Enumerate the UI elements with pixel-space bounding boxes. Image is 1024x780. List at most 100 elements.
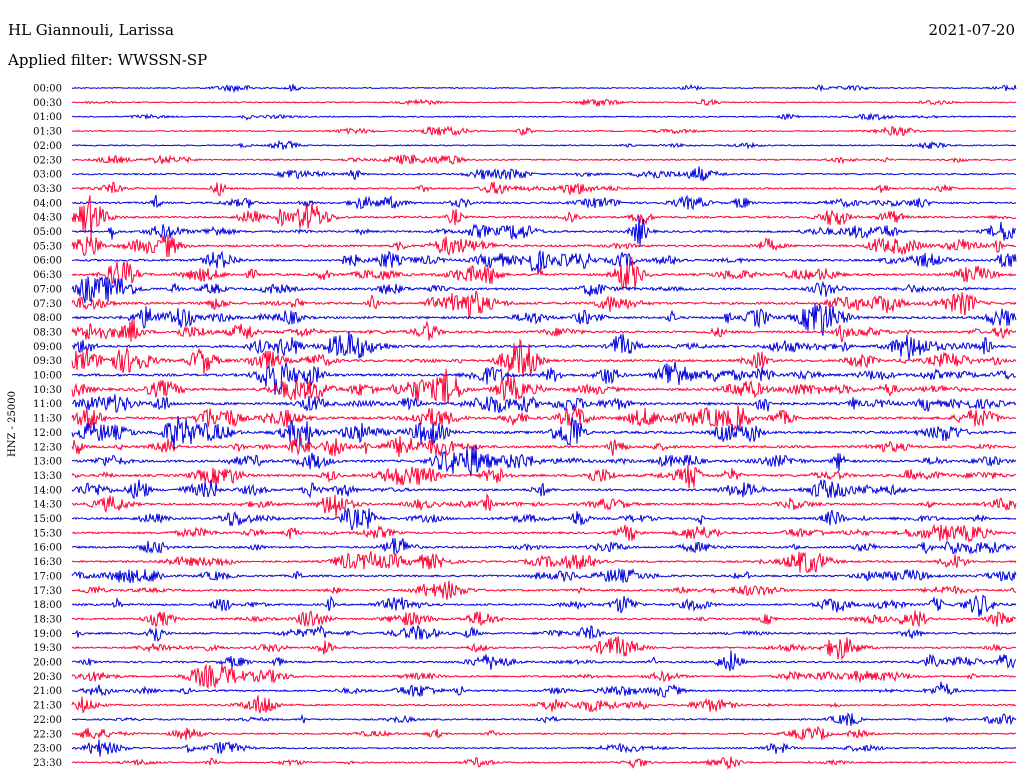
time-tick-label: 07:00 [33, 284, 62, 295]
y-axis-label: HNZ - 25000 [7, 391, 18, 457]
time-tick-label: 12:30 [33, 442, 62, 453]
time-tick-label: 04:30 [33, 213, 62, 224]
time-tick-label: 20:30 [33, 672, 62, 683]
trace-line [71, 256, 1017, 291]
trace-line [71, 83, 1017, 94]
time-tick-label: 17:30 [33, 586, 62, 597]
time-tick-label: 12:00 [33, 428, 62, 439]
trace-line [71, 445, 1017, 477]
date-label: 2021-07-20 [928, 21, 1015, 39]
trace-line [71, 331, 1017, 360]
trace-line [71, 216, 1016, 248]
time-tick-label: 21:00 [33, 686, 62, 697]
trace-line [71, 368, 1017, 404]
trace-line [71, 739, 1017, 757]
time-tick-label: 03:30 [33, 184, 62, 195]
time-tick-label: 14:30 [33, 500, 62, 511]
trace-line [71, 493, 1017, 517]
time-tick-label: 15:00 [33, 514, 62, 525]
time-tick-label: 22:00 [33, 715, 62, 726]
trace-line [71, 303, 1017, 336]
time-tick-label: 05:00 [33, 227, 62, 238]
trace-line [71, 166, 1017, 182]
time-tick-label: 00:30 [33, 98, 62, 109]
trace-line [71, 394, 1017, 413]
time-tick-label: 11:00 [33, 399, 62, 410]
trace-line [71, 415, 1017, 450]
trace-line [71, 338, 1017, 377]
trace-line [71, 181, 1017, 197]
time-tick-label: 20:00 [33, 658, 62, 669]
time-tick-label: 10:30 [33, 385, 62, 396]
trace-line [71, 290, 1017, 320]
trace-line [71, 756, 1017, 770]
time-tick-label: 09:30 [33, 356, 62, 367]
time-tick-label: 16:30 [33, 557, 62, 568]
trace-line [71, 663, 1017, 689]
time-tick-label: 18:30 [33, 614, 62, 625]
trace-line [71, 195, 1017, 239]
trace-line [71, 319, 1017, 343]
time-tick-label: 07:30 [33, 299, 62, 310]
time-tick-label: 21:30 [33, 701, 62, 712]
time-tick-label: 14:00 [33, 485, 62, 496]
time-tick-label: 13:30 [33, 471, 62, 482]
time-tick-label: 06:30 [33, 270, 62, 281]
trace-line [71, 125, 1017, 137]
trace-line [71, 610, 1017, 628]
time-tick-label: 11:30 [33, 414, 62, 425]
trace-line [71, 580, 1017, 600]
trace-line [71, 479, 1017, 500]
trace-line [71, 361, 1017, 396]
trace-line [71, 464, 1017, 489]
trace-line [71, 650, 1017, 672]
trace-line [71, 139, 1017, 150]
time-tick-label: 10:00 [33, 371, 62, 382]
time-tick-label: 09:00 [33, 342, 62, 353]
time-tick-label: 04:00 [33, 198, 62, 209]
time-tick-label: 17:00 [33, 571, 62, 582]
trace-line [71, 594, 1017, 617]
trace-line [71, 112, 1017, 121]
time-tick-label: 06:00 [33, 256, 62, 267]
trace-line [71, 194, 1017, 211]
time-tick-label: 19:00 [33, 629, 62, 640]
trace-line [71, 234, 1017, 258]
time-tick-label: 15:30 [33, 528, 62, 539]
time-tick-label: 02:00 [33, 141, 62, 152]
trace-line [71, 537, 1017, 555]
time-tick-label: 01:30 [33, 127, 62, 138]
trace-line [71, 249, 1017, 274]
trace-line [71, 154, 1017, 165]
time-tick-label: 00:00 [33, 84, 62, 95]
trace-line [71, 681, 1017, 698]
time-tick-label: 16:00 [33, 543, 62, 554]
trace-line [71, 276, 1017, 304]
time-tick-label: 01:00 [33, 112, 62, 123]
time-tick-label: 23:30 [33, 758, 62, 769]
trace-line [71, 551, 1017, 573]
trace-line [71, 636, 1017, 661]
trace-line [71, 405, 1017, 431]
trace-line [71, 507, 1017, 531]
time-tick-label: 13:00 [33, 457, 62, 468]
time-tick-label: 02:30 [33, 155, 62, 166]
station-title: HL Giannouli, Larissa [8, 21, 174, 39]
trace-line [71, 725, 1017, 741]
time-tick-label: 19:30 [33, 643, 62, 654]
time-tick-label: 08:30 [33, 327, 62, 338]
time-tick-label: 18:00 [33, 600, 62, 611]
time-tick-label: 05:30 [33, 241, 62, 252]
trace-line [71, 523, 1017, 543]
time-tick-label: 23:00 [33, 744, 62, 755]
trace-line [71, 98, 1017, 107]
trace-line [71, 695, 1017, 714]
time-tick-label: 22:30 [33, 729, 62, 740]
trace-line [71, 435, 1017, 458]
trace-line [71, 567, 1017, 584]
time-tick-label: 08:00 [33, 313, 62, 324]
filter-label: Applied filter: WWSSN-SP [8, 51, 208, 69]
trace-line [71, 624, 1017, 642]
time-tick-label: 03:00 [33, 170, 62, 181]
